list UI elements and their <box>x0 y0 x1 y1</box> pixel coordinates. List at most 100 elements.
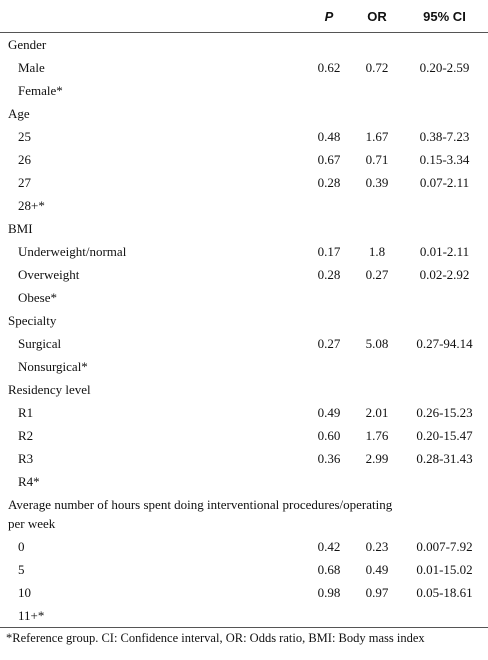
empty-cell <box>401 102 488 125</box>
p-value: 0.68 <box>317 562 341 577</box>
item-label: R2 <box>18 428 34 443</box>
footnote: *Reference group. CI: Confidence interva… <box>0 627 488 647</box>
item-label: R4* <box>18 474 40 489</box>
p-value: 0.36 <box>317 451 341 466</box>
item-row: Underweight/normal 0.17 1.8 0.01-2.11 <box>0 240 488 263</box>
p-value: 0.62 <box>317 60 341 75</box>
or-value: 0.97 <box>365 585 389 600</box>
empty-cell <box>305 102 353 125</box>
blank-header <box>0 0 305 33</box>
p-value: 0.17 <box>317 244 341 259</box>
ci-value: 0.05-18.61 <box>416 585 473 600</box>
or-value: 2.99 <box>365 451 389 466</box>
item-row: 28+* <box>0 194 488 217</box>
item-row: Surgical 0.27 5.08 0.27-94.14 <box>0 332 488 355</box>
empty-cell <box>353 309 401 332</box>
item-label: 25 <box>18 129 31 144</box>
item-row: R3 0.36 2.99 0.28-31.43 <box>0 447 488 470</box>
item-row: 26 0.67 0.71 0.15-3.34 <box>0 148 488 171</box>
ci-value: 0.26-15.23 <box>416 405 473 420</box>
group-title: Residency level <box>8 382 91 397</box>
item-label: Obese* <box>18 290 57 305</box>
ci-header: 95% CI <box>401 0 488 33</box>
item-row: 10 0.98 0.97 0.05-18.61 <box>0 581 488 604</box>
item-row: Female* <box>0 79 488 102</box>
ci-value <box>401 355 488 378</box>
item-row: 27 0.28 0.39 0.07-2.11 <box>0 171 488 194</box>
or-value: 1.67 <box>365 129 389 144</box>
p-value <box>305 604 353 627</box>
group-title: BMI <box>8 221 33 236</box>
ci-value: 0.01-15.02 <box>416 562 473 577</box>
empty-cell <box>401 493 488 535</box>
or-value: 1.8 <box>368 244 386 259</box>
empty-cell <box>401 33 488 57</box>
item-label: 0 <box>18 539 25 554</box>
item-row: 5 0.68 0.49 0.01-15.02 <box>0 558 488 581</box>
ci-value: 0.28-31.43 <box>416 451 473 466</box>
p-value <box>305 286 353 309</box>
item-row: Nonsurgical* <box>0 355 488 378</box>
empty-cell <box>401 378 488 401</box>
p-value: 0.49 <box>317 405 341 420</box>
item-label: Surgical <box>18 336 62 351</box>
item-label: 11+* <box>18 608 45 623</box>
or-value <box>353 194 401 217</box>
or-value: 0.71 <box>365 152 389 167</box>
item-label: 10 <box>18 585 31 600</box>
p-value: 0.98 <box>317 585 341 600</box>
group-row: Residency level <box>0 378 488 401</box>
group-row: Gender <box>0 33 488 57</box>
or-value: 0.72 <box>365 60 389 75</box>
table-body: Gender Male 0.62 0.72 0.20-2.59 Female* Age 25 0… <box>0 33 488 628</box>
p-value: 0.42 <box>317 539 341 554</box>
ci-value: 0.15-3.34 <box>419 152 470 167</box>
or-value: 5.08 <box>365 336 389 351</box>
or-value <box>353 286 401 309</box>
empty-cell <box>305 378 353 401</box>
p-value: 0.60 <box>317 428 341 443</box>
results-table: P OR 95% CI Gender Male 0.62 0.72 0.20-2.59 F… <box>0 0 488 628</box>
or-value: 0.39 <box>365 175 389 190</box>
empty-cell <box>353 102 401 125</box>
item-label: 27 <box>18 175 31 190</box>
item-row: 25 0.48 1.67 0.38-7.23 <box>0 125 488 148</box>
item-row: Male 0.62 0.72 0.20-2.59 <box>0 56 488 79</box>
ci-value: 0.007-7.92 <box>416 539 473 554</box>
item-label: Female* <box>18 83 63 98</box>
item-label: Underweight/normal <box>18 244 127 259</box>
item-label: R1 <box>18 405 34 420</box>
item-row: Overweight 0.28 0.27 0.02-2.92 <box>0 263 488 286</box>
or-value: 1.76 <box>365 428 389 443</box>
item-label: 26 <box>18 152 31 167</box>
empty-cell <box>353 217 401 240</box>
group-title: Specialty <box>8 313 57 328</box>
or-value <box>353 355 401 378</box>
group-row: Specialty <box>0 309 488 332</box>
or-value: 0.27 <box>365 267 389 282</box>
item-label: 5 <box>18 562 25 577</box>
or-value <box>353 470 401 493</box>
ci-value: 0.20-2.59 <box>419 60 470 75</box>
group-row: Age <box>0 102 488 125</box>
empty-cell <box>353 378 401 401</box>
p-header: P <box>305 0 353 33</box>
empty-cell <box>401 217 488 240</box>
p-value: 0.67 <box>317 152 341 167</box>
or-value: 0.49 <box>365 562 389 577</box>
item-label: R3 <box>18 451 34 466</box>
p-value: 0.28 <box>317 267 341 282</box>
p-value <box>305 470 353 493</box>
ci-value: 0.20-15.47 <box>416 428 473 443</box>
empty-cell <box>305 217 353 240</box>
ci-value: 0.38-7.23 <box>419 129 470 144</box>
empty-cell <box>305 33 353 57</box>
p-value <box>305 79 353 102</box>
p-value <box>305 355 353 378</box>
group-row: Average number of hours spent doing inte… <box>0 493 488 535</box>
ci-value: 0.01-2.11 <box>419 244 470 259</box>
ci-value: 0.27-94.14 <box>416 336 473 351</box>
or-header: OR <box>353 0 401 33</box>
ci-value <box>401 286 488 309</box>
